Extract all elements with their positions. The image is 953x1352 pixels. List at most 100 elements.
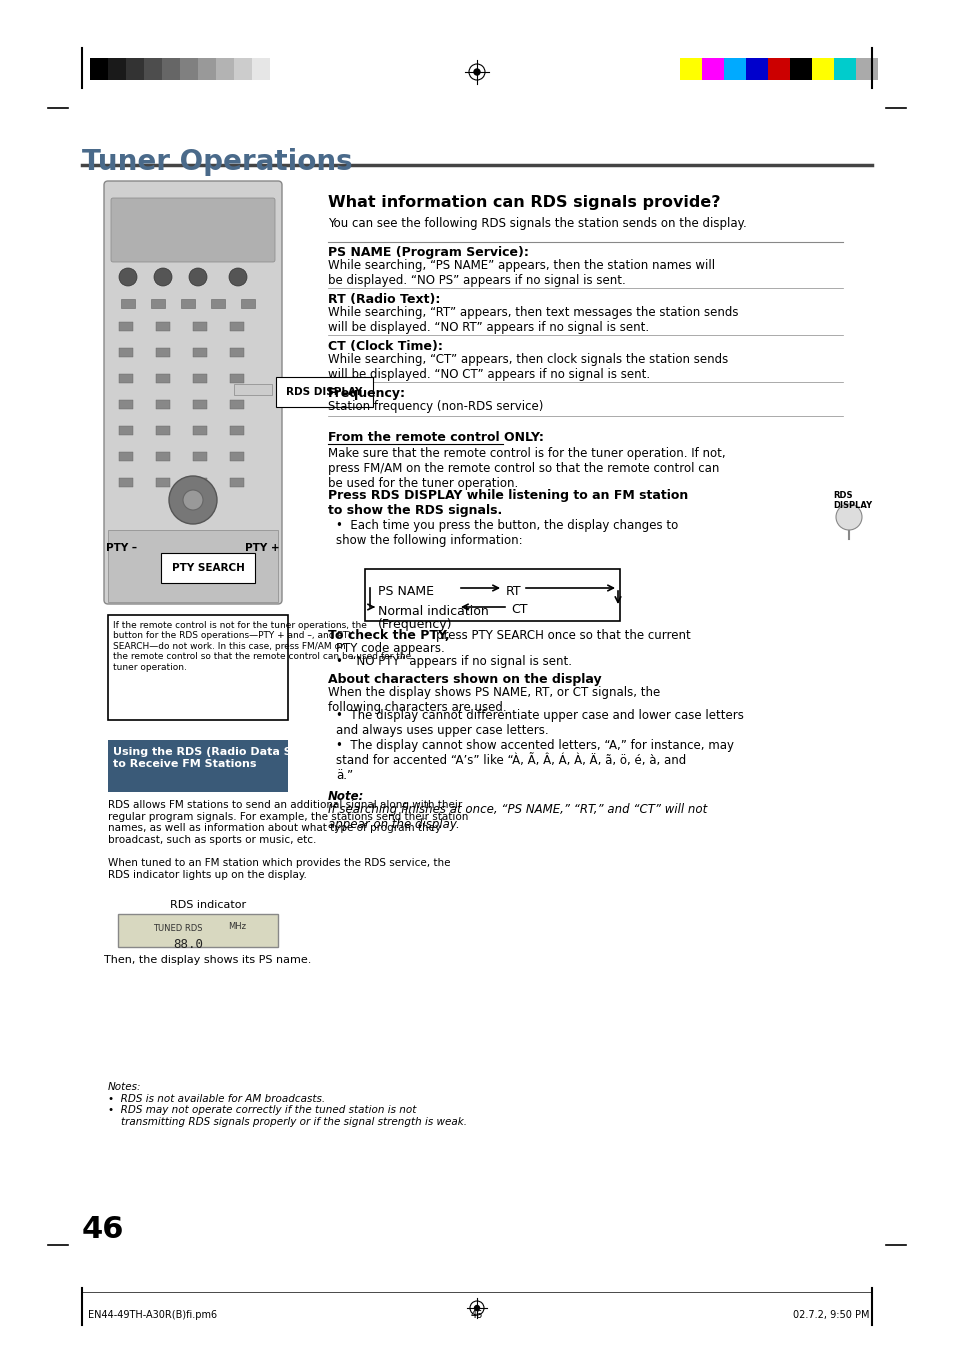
Text: RDS DISPLAY: RDS DISPLAY <box>286 387 362 397</box>
Circle shape <box>183 489 203 510</box>
Bar <box>193 347 207 357</box>
Bar <box>119 479 132 487</box>
FancyBboxPatch shape <box>111 197 274 262</box>
Text: You can see the following RDS signals the station sends on the display.: You can see the following RDS signals th… <box>328 218 746 230</box>
Bar <box>233 58 252 80</box>
Bar <box>121 299 135 308</box>
Bar <box>119 400 132 410</box>
Bar <box>180 58 198 80</box>
Text: When the display shows PS NAME, RT, or CT signals, the
following characters are : When the display shows PS NAME, RT, or C… <box>328 685 659 714</box>
Text: EN44-49TH-A30R(B)fi.pm6: EN44-49TH-A30R(B)fi.pm6 <box>88 1310 217 1320</box>
Circle shape <box>119 268 137 287</box>
Text: TUNED RDS: TUNED RDS <box>152 923 202 933</box>
Text: While searching, “CT” appears, then clock signals the station sends
will be disp: While searching, “CT” appears, then cloc… <box>328 353 727 381</box>
Text: 46: 46 <box>471 1310 482 1320</box>
Circle shape <box>153 268 172 287</box>
Bar <box>215 58 233 80</box>
Bar <box>119 347 132 357</box>
Text: RT: RT <box>505 585 521 598</box>
Text: Note:: Note: <box>328 790 364 803</box>
Bar <box>241 299 254 308</box>
Bar <box>230 322 244 331</box>
Circle shape <box>474 1306 479 1310</box>
Bar <box>233 384 272 395</box>
Text: While searching, “PS NAME” appears, then the station names will
be displayed. “N: While searching, “PS NAME” appears, then… <box>328 260 715 287</box>
Text: Press RDS DISPLAY while listening to an FM station
to show the RDS signals.: Press RDS DISPLAY while listening to an … <box>328 489 687 516</box>
Bar <box>701 58 723 80</box>
Bar <box>252 58 270 80</box>
Bar <box>156 452 170 461</box>
Bar <box>193 400 207 410</box>
Text: RDS
DISPLAY: RDS DISPLAY <box>832 491 871 511</box>
Bar <box>811 58 833 80</box>
Text: Make sure that the remote control is for the tuner operation. If not,
press FM/A: Make sure that the remote control is for… <box>328 448 725 489</box>
Bar <box>144 58 162 80</box>
Text: What information can RDS signals provide?: What information can RDS signals provide… <box>328 195 720 210</box>
Text: To check the PTY,: To check the PTY, <box>328 629 449 642</box>
Bar <box>198 58 215 80</box>
Text: While searching, “RT” appears, then text messages the station sends
will be disp: While searching, “RT” appears, then text… <box>328 306 738 334</box>
Text: PTY SEARCH: PTY SEARCH <box>172 562 244 573</box>
Circle shape <box>229 268 247 287</box>
Bar <box>119 375 132 383</box>
Text: Normal indication: Normal indication <box>377 604 488 618</box>
Text: If the remote control is not for the tuner operations, the
button for the RDS op: If the remote control is not for the tun… <box>112 621 411 672</box>
Bar <box>119 322 132 331</box>
Bar <box>270 58 288 80</box>
Text: •  The display cannot differentiate upper case and lower case letters
and always: • The display cannot differentiate upper… <box>335 708 743 737</box>
Bar <box>156 426 170 435</box>
Text: CT (Clock Time):: CT (Clock Time): <box>328 339 442 353</box>
Text: Station frequency (non-RDS service): Station frequency (non-RDS service) <box>328 400 543 412</box>
Bar <box>193 375 207 383</box>
Text: PS NAME: PS NAME <box>377 585 434 598</box>
Text: MHz: MHz <box>228 922 246 932</box>
Bar <box>151 299 165 308</box>
Bar <box>789 58 811 80</box>
Bar <box>108 615 288 721</box>
Bar <box>119 452 132 461</box>
Bar <box>118 914 277 946</box>
Text: •  Each time you press the button, the display changes to
show the following inf: • Each time you press the button, the di… <box>335 519 678 548</box>
Bar <box>156 375 170 383</box>
Text: press PTY SEARCH once so that the current: press PTY SEARCH once so that the curren… <box>436 629 690 642</box>
Bar <box>193 479 207 487</box>
Bar <box>108 740 288 792</box>
Bar <box>767 58 789 80</box>
Text: PTY code appears.: PTY code appears. <box>335 642 444 654</box>
Bar <box>211 299 225 308</box>
Text: 02.7.2, 9:50 PM: 02.7.2, 9:50 PM <box>793 1310 869 1320</box>
Text: Frequency:: Frequency: <box>328 387 406 400</box>
Bar <box>230 479 244 487</box>
Bar <box>90 58 108 80</box>
Text: Then, the display shows its PS name.: Then, the display shows its PS name. <box>104 955 312 965</box>
Bar <box>745 58 767 80</box>
Text: About characters shown on the display: About characters shown on the display <box>328 673 601 685</box>
Bar <box>156 479 170 487</box>
Text: CT: CT <box>511 603 527 617</box>
Bar <box>193 426 207 435</box>
Text: RT (Radio Text):: RT (Radio Text): <box>328 293 440 306</box>
Text: PS NAME (Program Service):: PS NAME (Program Service): <box>328 246 528 260</box>
FancyBboxPatch shape <box>104 181 282 604</box>
Bar <box>230 347 244 357</box>
Bar <box>156 400 170 410</box>
Text: Notes:
•  RDS is not available for AM broadcasts.
•  RDS may not operate correct: Notes: • RDS is not available for AM bro… <box>108 1082 467 1126</box>
Circle shape <box>474 69 479 74</box>
Text: PTY +: PTY + <box>245 544 280 553</box>
Bar <box>108 58 126 80</box>
Circle shape <box>189 268 207 287</box>
Bar <box>365 569 619 621</box>
Text: RDS allows FM stations to send an additional signal along with their
regular pro: RDS allows FM stations to send an additi… <box>108 800 468 880</box>
Bar <box>108 530 277 602</box>
Text: RDS indicator: RDS indicator <box>170 900 246 910</box>
Bar <box>156 322 170 331</box>
Bar <box>230 426 244 435</box>
Bar <box>126 58 144 80</box>
Bar <box>230 400 244 410</box>
Circle shape <box>835 504 862 530</box>
Text: •  The display cannot show accented letters, “A,” for instance, may
stand for ac: • The display cannot show accented lette… <box>335 740 733 781</box>
Text: 46: 46 <box>82 1215 125 1244</box>
Bar <box>230 452 244 461</box>
Text: PTY –: PTY – <box>106 544 137 553</box>
Bar <box>723 58 745 80</box>
